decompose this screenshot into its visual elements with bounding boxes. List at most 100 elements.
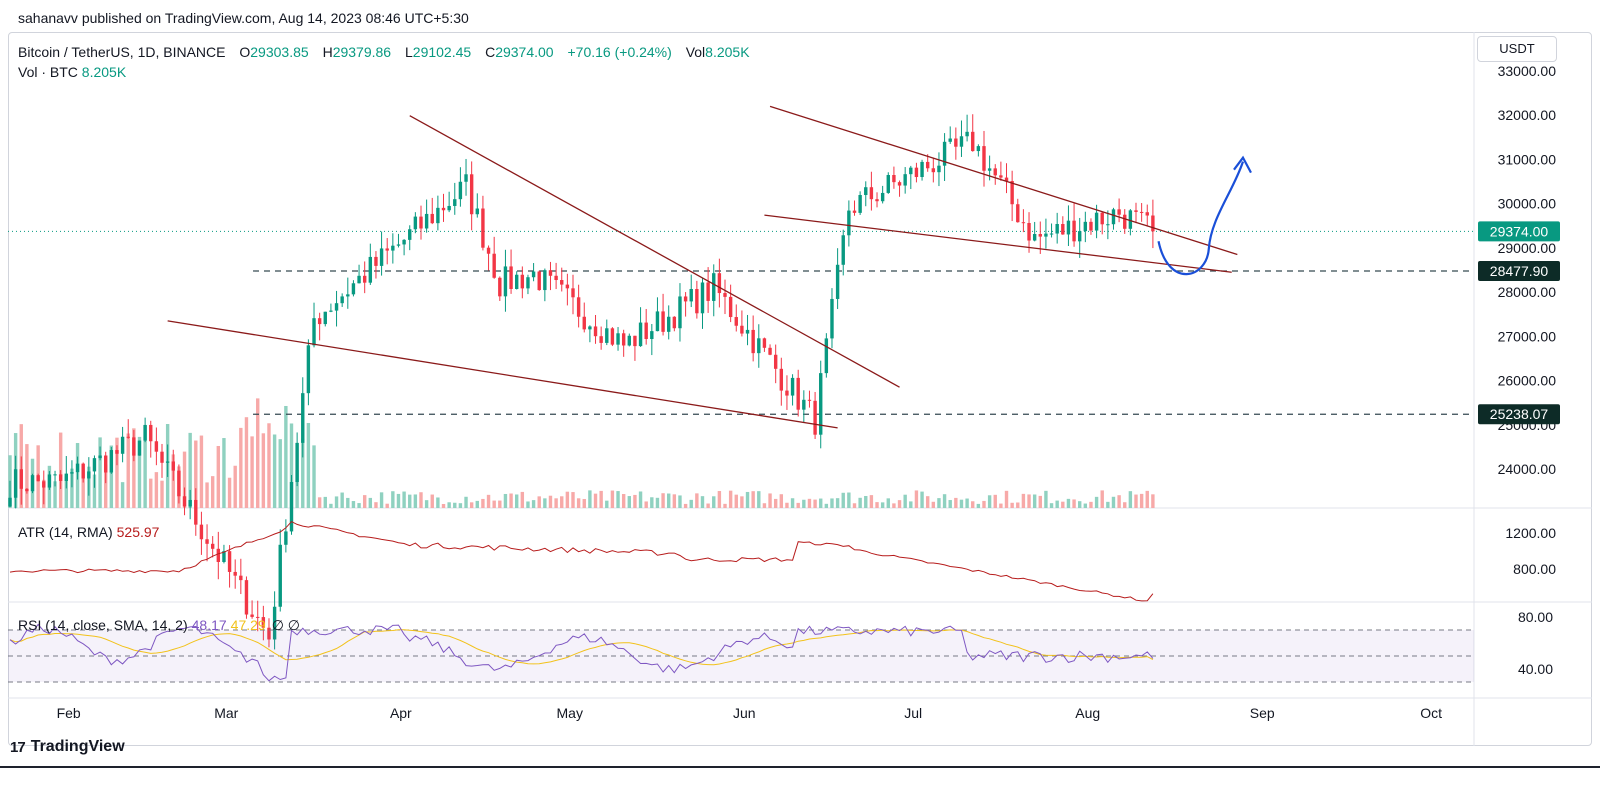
candle-body	[813, 400, 817, 435]
candle-body	[137, 440, 142, 456]
candle-body	[531, 271, 536, 278]
candle-body	[503, 266, 508, 297]
candle-body	[571, 288, 575, 298]
volume-bar	[819, 498, 823, 508]
candle-body	[278, 544, 282, 607]
volume-bar	[757, 491, 761, 508]
price-tick-label: 24000.00	[1498, 461, 1557, 477]
volume-bar	[334, 496, 339, 508]
volume-bar	[498, 500, 502, 508]
candle-body	[441, 207, 446, 211]
volume-bar	[779, 494, 784, 508]
candle-body	[498, 277, 502, 297]
atr-pane	[9, 520, 1154, 602]
volume-bar	[728, 490, 733, 508]
candle-body	[661, 311, 665, 332]
volume-bar	[1151, 494, 1155, 508]
candle-body	[199, 524, 204, 540]
candle-body	[30, 475, 35, 492]
candle-body	[430, 213, 434, 224]
publish-line: sahanavv published on TradingView.com, A…	[18, 10, 469, 26]
currency-button[interactable]: USDT	[1477, 36, 1557, 62]
volume-bar	[216, 445, 221, 508]
volume-bar	[576, 498, 581, 508]
candle-body	[734, 317, 738, 326]
candle-body	[368, 256, 373, 283]
tradingview-logo[interactable]: 17 TradingView	[10, 738, 125, 756]
chart-canvas[interactable]: 33000.00 32000.00 31000.00 30000.00 29000.00…	[8, 32, 1592, 746]
candle-body	[745, 329, 750, 334]
volume-bar	[1010, 502, 1014, 508]
candle-body	[160, 451, 164, 463]
volume-bar	[971, 501, 975, 508]
chart-frame	[8, 32, 1592, 746]
volume-bar	[329, 503, 333, 508]
rsi-legend-label[interactable]: RSI (14, close, SMA, 14, 2)	[18, 617, 188, 633]
tradingview-logo-text: TradingView	[30, 738, 125, 755]
candle-body	[858, 195, 862, 213]
volume-bar	[109, 445, 114, 508]
high-value: 29379.86	[332, 44, 392, 60]
volume-bar	[610, 490, 615, 508]
candle-body	[560, 280, 564, 285]
candle-body	[419, 216, 423, 229]
candle-body	[120, 436, 125, 454]
candle-body	[1061, 224, 1065, 235]
volume-bar	[515, 494, 519, 508]
candle-body	[64, 473, 68, 481]
candle-body	[132, 437, 136, 456]
volume-bar	[351, 501, 356, 508]
candle-body	[757, 338, 761, 354]
candle-body	[1021, 222, 1026, 224]
volume-bar	[593, 493, 598, 508]
candle-body	[210, 543, 215, 549]
volume-bar	[830, 498, 834, 508]
rsi-pane	[8, 623, 1474, 683]
volume-bar	[723, 503, 727, 508]
volume-bar	[531, 500, 536, 508]
candle-body	[672, 316, 677, 329]
volume-bar	[126, 433, 130, 508]
candle-body	[385, 248, 389, 251]
volume-bar	[143, 425, 147, 508]
symbol-name[interactable]: Bitcoin / TetherUS, 1D, BINANCE	[18, 44, 226, 60]
candle-body	[402, 239, 406, 245]
volume-bar	[312, 445, 316, 508]
candle-body	[931, 168, 936, 173]
price-label-text: 28477.90	[1490, 263, 1549, 279]
candle-body	[188, 499, 192, 507]
volume-bar	[1049, 503, 1054, 508]
volume-bar	[469, 502, 474, 508]
candle-body	[453, 199, 457, 206]
candle-body	[723, 293, 727, 297]
volume-value: 8.205K	[705, 44, 750, 60]
volume-bar	[785, 502, 789, 508]
candle-body	[864, 187, 868, 196]
candle-body	[194, 499, 198, 525]
volume-bar	[605, 500, 609, 508]
candle-body	[1078, 231, 1082, 242]
atr-legend-label[interactable]: ATR (14, RMA)	[18, 524, 113, 540]
volume-bar	[942, 494, 947, 508]
candle-body	[959, 136, 964, 147]
volume-bar	[115, 437, 119, 508]
candle-body	[379, 248, 384, 266]
volume-bar	[239, 427, 243, 508]
volume-bar	[914, 490, 919, 508]
candle-body	[819, 373, 823, 435]
volume-label: Vol	[685, 44, 706, 60]
candle-body	[633, 335, 637, 347]
volume-bar	[362, 495, 367, 508]
price-label-text: 29374.00	[1490, 223, 1549, 239]
candle-body	[892, 175, 896, 183]
candle-body	[1123, 214, 1127, 229]
price-tick-label: 28000.00	[1498, 284, 1557, 300]
candle-body	[779, 368, 784, 391]
volume-bar	[256, 398, 260, 508]
candle-body	[937, 165, 941, 173]
candle-body	[1016, 204, 1020, 223]
candles	[8, 114, 1155, 650]
candle-body	[475, 208, 479, 215]
candle-body	[1094, 212, 1099, 231]
volume-bar	[543, 498, 547, 508]
